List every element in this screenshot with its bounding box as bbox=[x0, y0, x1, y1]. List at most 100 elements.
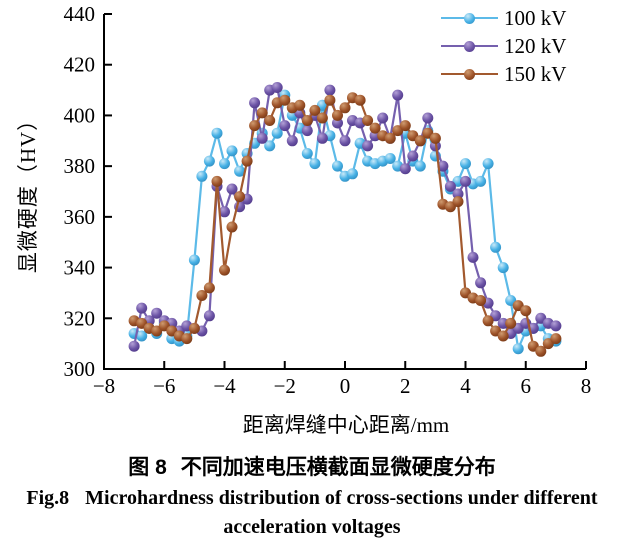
series-150-kv bbox=[128, 92, 562, 357]
data-point bbox=[475, 175, 487, 187]
data-point bbox=[324, 84, 336, 96]
caption-english-line1: Fig.8 Microhardness distribution of cross… bbox=[0, 487, 624, 510]
x-tick-label: 6 bbox=[521, 374, 532, 398]
data-point bbox=[211, 175, 223, 187]
data-point bbox=[301, 148, 313, 159]
data-point bbox=[362, 115, 374, 126]
data-point bbox=[429, 132, 441, 144]
x-tick-label: −6 bbox=[153, 374, 175, 398]
data-point bbox=[467, 251, 479, 263]
data-point bbox=[136, 330, 148, 342]
y-tick-label: 440 bbox=[64, 2, 96, 26]
data-point bbox=[256, 132, 268, 144]
legend-item-150kv: 150 kV bbox=[441, 60, 566, 88]
data-point bbox=[520, 305, 532, 317]
y-tick-label: 380 bbox=[64, 154, 96, 178]
data-point bbox=[219, 158, 230, 170]
data-point bbox=[497, 330, 509, 342]
data-point bbox=[316, 112, 328, 124]
x-tick-label: −4 bbox=[213, 374, 236, 398]
y-tick-label: 360 bbox=[64, 205, 96, 229]
legend-item-120kv: 120 kV bbox=[441, 32, 566, 60]
data-point bbox=[444, 180, 456, 192]
data-point bbox=[339, 102, 351, 114]
data-point bbox=[188, 322, 200, 334]
data-point bbox=[226, 183, 238, 195]
chart-legend: 100 kV 120 kV 150 kV bbox=[441, 4, 566, 88]
data-point bbox=[384, 132, 396, 144]
caption-english-line2: acceleration voltages bbox=[223, 516, 401, 538]
data-point bbox=[219, 206, 230, 218]
data-point bbox=[316, 132, 328, 144]
data-point bbox=[332, 117, 343, 129]
data-point bbox=[399, 120, 411, 132]
data-point bbox=[414, 160, 426, 172]
y-tick-label: 340 bbox=[64, 256, 96, 280]
data-point bbox=[203, 282, 215, 294]
legend-label: 120 kV bbox=[504, 33, 567, 58]
data-point bbox=[354, 94, 366, 106]
chart-plot-area: 300 320 340 360 380 400 420 440 −8 −6 −4 −2 0 2 4 6 8 bbox=[64, 2, 592, 398]
data-point bbox=[437, 160, 449, 172]
data-point bbox=[309, 158, 321, 170]
data-point bbox=[203, 310, 215, 322]
caption-text-zh: 不同加速电压横截面显微硬度分布 bbox=[180, 456, 496, 479]
legend-swatch-100kv bbox=[441, 12, 498, 25]
data-point bbox=[219, 264, 230, 276]
y-axis-title: 显微硬度（HV） bbox=[16, 108, 40, 274]
data-point bbox=[414, 135, 426, 147]
data-point bbox=[324, 94, 336, 106]
x-tick-label: −8 bbox=[93, 374, 115, 398]
x-tick-label: −2 bbox=[274, 374, 296, 398]
data-point bbox=[332, 109, 343, 121]
data-point bbox=[279, 120, 291, 132]
x-tick-label: 8 bbox=[581, 374, 592, 398]
data-point bbox=[347, 168, 358, 180]
data-point bbox=[309, 104, 321, 116]
data-point bbox=[452, 196, 464, 208]
legend-item-100kv: 100 kV bbox=[441, 4, 566, 32]
data-point bbox=[279, 94, 291, 106]
data-point bbox=[234, 191, 246, 203]
data-point bbox=[151, 307, 163, 319]
x-tick-label: 0 bbox=[340, 374, 351, 398]
data-point bbox=[128, 340, 140, 352]
data-point bbox=[407, 150, 419, 162]
data-point bbox=[512, 343, 524, 355]
data-point bbox=[384, 153, 396, 164]
data-point bbox=[377, 112, 389, 124]
legend-label: 100 kV bbox=[504, 5, 567, 30]
data-point bbox=[203, 155, 215, 167]
data-point bbox=[226, 221, 238, 233]
data-point bbox=[196, 290, 208, 301]
data-point bbox=[271, 82, 283, 93]
data-point bbox=[271, 127, 283, 139]
data-point bbox=[369, 130, 381, 142]
sphere-marker-icon bbox=[464, 12, 475, 24]
data-point bbox=[362, 140, 374, 152]
data-point bbox=[482, 315, 494, 327]
data-point bbox=[339, 135, 351, 147]
x-tick-label: 2 bbox=[400, 374, 411, 398]
data-point bbox=[505, 317, 517, 329]
data-point bbox=[136, 302, 148, 314]
data-point bbox=[422, 112, 434, 124]
data-point bbox=[369, 122, 381, 134]
data-point bbox=[249, 97, 261, 109]
data-point bbox=[301, 115, 313, 126]
y-tick-label: 420 bbox=[64, 53, 96, 77]
data-point bbox=[301, 125, 313, 137]
data-point bbox=[234, 165, 246, 177]
legend-swatch-120kv bbox=[441, 40, 498, 53]
data-point bbox=[241, 155, 253, 167]
data-point bbox=[196, 170, 208, 182]
data-point bbox=[475, 277, 487, 289]
data-point bbox=[256, 107, 268, 119]
data-point bbox=[181, 333, 193, 345]
data-point bbox=[399, 163, 411, 175]
data-point bbox=[460, 158, 471, 170]
data-point bbox=[550, 320, 562, 332]
data-point bbox=[286, 135, 298, 147]
data-point bbox=[294, 99, 306, 111]
